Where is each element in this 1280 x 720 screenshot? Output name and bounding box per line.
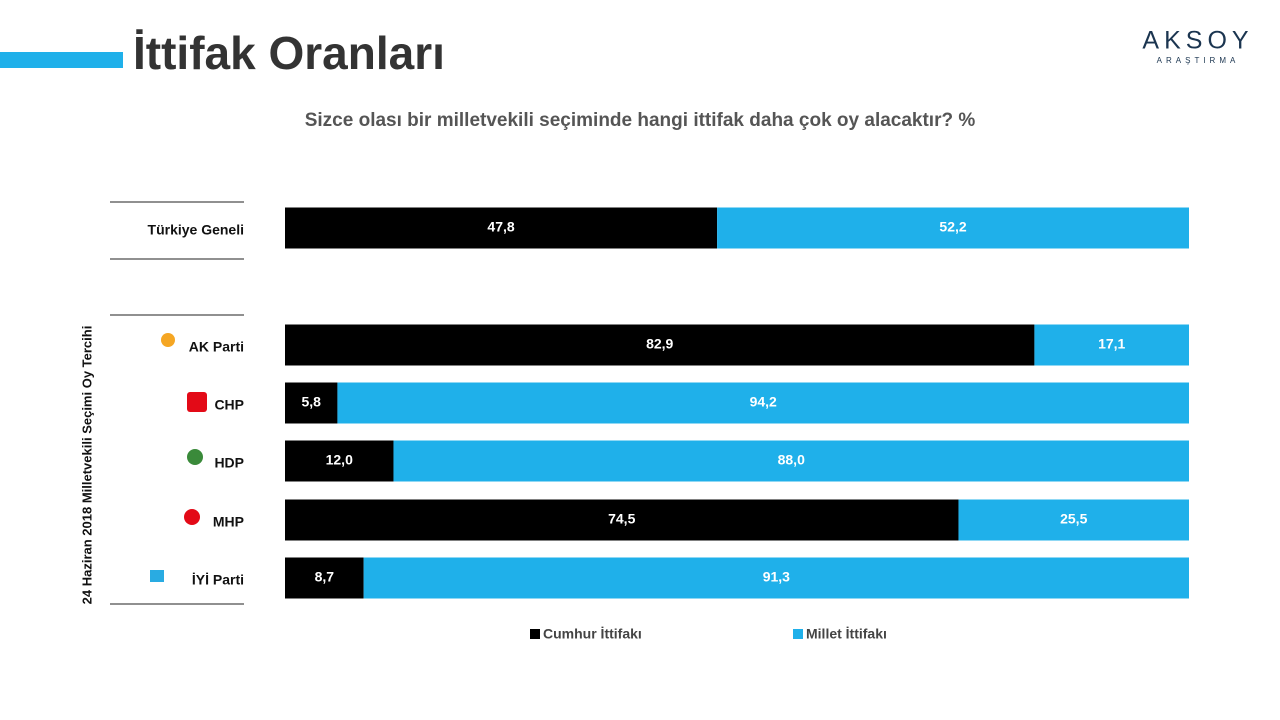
party-icon bbox=[187, 449, 203, 465]
party-icon bbox=[161, 333, 175, 347]
legend-swatch bbox=[793, 629, 803, 639]
bar-segment bbox=[285, 557, 364, 599]
value-label: 47,8 bbox=[487, 219, 514, 235]
category-label: CHP bbox=[214, 397, 244, 413]
value-label: 5,8 bbox=[301, 394, 321, 410]
category-label: HDP bbox=[214, 455, 244, 471]
bar-segment bbox=[285, 382, 338, 424]
chart-title: İttifak Oranları bbox=[133, 27, 445, 79]
value-label: 12,0 bbox=[326, 452, 353, 468]
party-icon bbox=[150, 570, 164, 582]
brand-name: AKSOY bbox=[1142, 27, 1253, 55]
value-label: 94,2 bbox=[750, 394, 777, 410]
bar-segment bbox=[337, 382, 1189, 424]
brand-sub: ARAŞTIRMA bbox=[1157, 56, 1240, 65]
value-label: 25,5 bbox=[1060, 511, 1087, 527]
value-label: 8,7 bbox=[315, 569, 335, 585]
legend-swatch bbox=[530, 629, 540, 639]
value-label: 52,2 bbox=[939, 219, 966, 235]
bar-segment bbox=[285, 207, 718, 249]
title-accent bbox=[0, 52, 123, 68]
chart-subtitle: Sizce olası bir milletvekili seçiminde h… bbox=[305, 110, 976, 131]
y-axis-label: 24 Haziran 2018 Milletvekili Seçimi Oy T… bbox=[79, 326, 94, 605]
bar-segment bbox=[958, 499, 1189, 541]
bar-segment bbox=[1034, 324, 1189, 366]
category-label: Türkiye Geneli bbox=[148, 222, 244, 238]
value-label: 88,0 bbox=[778, 452, 805, 468]
bar-segment bbox=[393, 440, 1190, 482]
value-label: 17,1 bbox=[1098, 336, 1125, 352]
bar-segment bbox=[285, 440, 394, 482]
value-label: 82,9 bbox=[646, 336, 673, 352]
value-label: 74,5 bbox=[608, 511, 635, 527]
bar-segment bbox=[285, 499, 959, 541]
category-label: AK Parti bbox=[189, 339, 244, 355]
legend-label: Millet İttifakı bbox=[806, 626, 887, 642]
bar-segment bbox=[363, 557, 1189, 599]
bar-segment bbox=[285, 324, 1035, 366]
party-icon bbox=[184, 509, 200, 525]
category-label: İYİ Parti bbox=[192, 572, 244, 588]
legend-label: Cumhur İttifakı bbox=[543, 626, 642, 642]
category-label: MHP bbox=[213, 514, 244, 530]
bar-segment bbox=[717, 207, 1189, 249]
party-icon bbox=[187, 392, 207, 412]
value-label: 91,3 bbox=[763, 569, 790, 585]
